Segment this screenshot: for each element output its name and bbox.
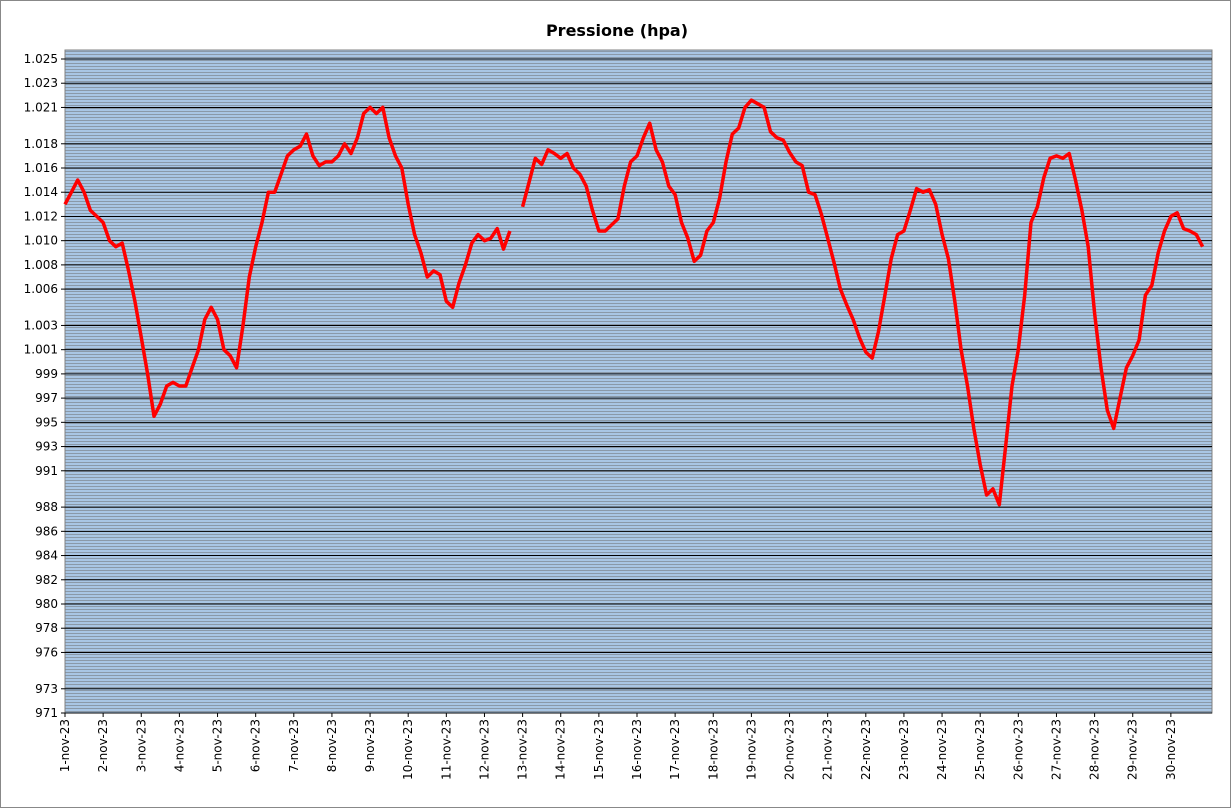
y-tick-label: 1.018 [24,137,58,151]
x-tick-label: 3-nov-23 [134,719,148,772]
y-tick-label: 993 [35,440,58,454]
x-tick-label: 16-nov-23 [630,719,644,780]
y-tick-label: 1.025 [24,52,58,66]
x-tick-label: 14-nov-23 [554,719,568,780]
y-tick-label: 1.016 [24,161,58,175]
y-tick-label: 984 [35,549,58,563]
x-tick-label: 11-nov-23 [439,719,453,780]
x-tick-label: 23-nov-23 [897,719,911,780]
x-tick-label: 28-nov-23 [1088,719,1102,780]
y-tick-label: 1.014 [24,185,58,199]
x-tick-label: 4-nov-23 [172,719,186,772]
y-tick-label: 988 [35,500,58,514]
x-tick-label: 20-nov-23 [783,719,797,780]
y-tick-label: 978 [35,621,58,635]
x-tick-label: 24-nov-23 [935,719,949,780]
x-tick-label: 7-nov-23 [287,719,301,772]
x-tick-label: 25-nov-23 [973,719,987,780]
y-tick-label: 997 [35,391,58,405]
y-tick-label: 991 [35,464,58,478]
x-tick-label: 15-nov-23 [592,719,606,780]
x-tick-label: 27-nov-23 [1049,719,1063,780]
x-tick-label: 19-nov-23 [744,719,758,780]
x-tick-label: 5-nov-23 [211,719,225,772]
x-tick-label: 9-nov-23 [363,719,377,772]
y-tick-label: 1.008 [24,258,58,272]
x-tick-label: 18-nov-23 [706,719,720,780]
x-tick-label: 8-nov-23 [325,719,339,772]
x-tick-label: 12-nov-23 [477,719,491,780]
y-tick-label: 1.010 [24,234,58,248]
x-tick-label: 13-nov-23 [516,719,530,780]
x-tick-label: 6-nov-23 [249,719,263,772]
x-tick-label: 10-nov-23 [401,719,415,780]
y-tick-label: 986 [35,524,58,538]
chart-title: Pressione (hpa) [546,21,688,40]
x-tick-label: 17-nov-23 [668,719,682,780]
x-tick-label: 29-nov-23 [1126,719,1140,780]
y-tick-label: 980 [35,597,58,611]
y-tick-label: 1.006 [24,282,58,296]
x-tick-label: 2-nov-23 [96,719,110,772]
x-tick-label: 26-nov-23 [1011,719,1025,780]
plot-background [64,49,1213,714]
y-tick-label: 976 [35,645,58,659]
y-tick-label: 1.023 [24,76,58,90]
plot-area: 971 973 976 978 980 982 984 986 988 991 993 995 997 9… [24,49,1213,780]
y-tick-label: 1.001 [24,343,58,357]
y-tick-label: 971 [35,706,58,720]
x-tick-label: 1-nov-23 [58,719,72,772]
x-tick-label: 30-nov-23 [1164,719,1178,780]
x-tick-label: 21-nov-23 [821,719,835,780]
y-tick-label: 1.012 [24,209,58,223]
y-tick-label: 999 [35,367,58,381]
y-tick-label: 1.003 [24,318,58,332]
y-tick-label: 1.021 [24,100,58,114]
y-tick-label: 995 [35,415,58,429]
pressure-line [63,98,1205,507]
x-tick-label: 22-nov-23 [859,719,873,780]
y-tick-label: 973 [35,682,58,696]
y-tick-label: 982 [35,573,58,587]
